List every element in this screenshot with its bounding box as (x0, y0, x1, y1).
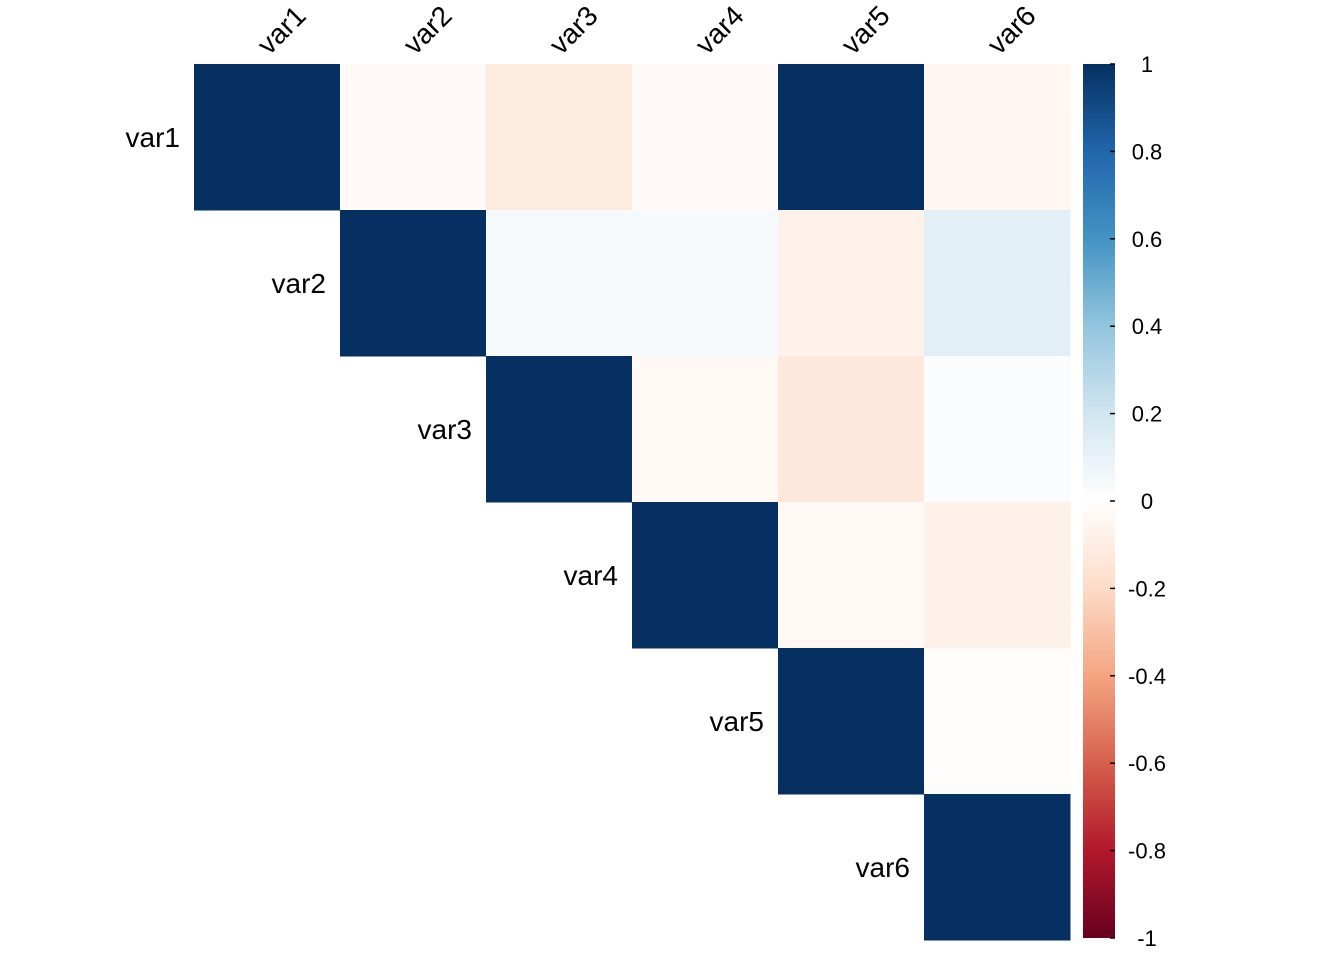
column-label-var4: var4 (689, 0, 749, 60)
heatmap-cell-var2-var6 (924, 210, 1071, 357)
heatmap-cell-var2-var3 (486, 210, 633, 357)
colorbar-tick-label: 1 (1141, 52, 1153, 77)
colorbar-tick-label: -0.6 (1128, 751, 1166, 776)
heatmap-cell-var1-var4 (632, 64, 779, 211)
heatmap-cell-var2-var5 (778, 210, 925, 357)
heatmap-cell-var3-var5 (778, 356, 925, 503)
row-label-var1: var1 (126, 122, 180, 153)
heatmap-cell-var1-var2 (340, 64, 487, 211)
heatmap-cells (194, 64, 1071, 941)
colorbar-tick-label: -1 (1137, 926, 1157, 951)
heatmap-cell-var1-var5 (778, 64, 925, 211)
heatmap-cell-var3-var6 (924, 356, 1071, 503)
heatmap-cell-var5-var6 (924, 648, 1071, 795)
row-label-var2: var2 (272, 268, 326, 299)
colorbar-tick-label: 0.4 (1132, 314, 1163, 339)
heatmap-cell-var3-var4 (632, 356, 779, 503)
heatmap-cell-var1-var1 (194, 64, 341, 211)
heatmap-cell-var6-var6 (924, 794, 1071, 941)
column-labels: var1 var2 var3 var4 var5 var6 (251, 0, 1041, 60)
colorbar-tick-label: -0.2 (1128, 576, 1166, 601)
colorbar-tick-label: 0.2 (1132, 402, 1163, 427)
column-label-var5: var5 (835, 0, 895, 60)
colorbar-tick-label: -0.8 (1128, 839, 1166, 864)
heatmap-cell-var4-var5 (778, 502, 925, 649)
colorbar-legend: 1 0.8 0.6 0.4 0.2 0 -0.2 -0.4 -0.6 -0.8 -1 (1083, 52, 1166, 951)
colorbar-gradient (1083, 64, 1115, 938)
colorbar-tick-label: 0 (1141, 489, 1153, 514)
column-label-var1: var1 (251, 0, 311, 60)
colorbar-ticks: 1 0.8 0.6 0.4 0.2 0 -0.2 -0.4 -0.6 -0.8 -1 (1110, 52, 1166, 951)
heatmap-cell-var5-var5 (778, 648, 925, 795)
row-label-var6: var6 (856, 852, 910, 883)
colorbar-tick-label: 0.6 (1132, 227, 1163, 252)
heatmap-cell-var2-var4 (632, 210, 779, 357)
column-label-var3: var3 (543, 0, 603, 60)
heatmap-cell-var2-var2 (340, 210, 487, 357)
column-label-var6: var6 (981, 0, 1041, 60)
heatmap-cell-var4-var6 (924, 502, 1071, 649)
heatmap-cell-var3-var3 (486, 356, 633, 503)
row-label-var3: var3 (418, 414, 472, 445)
colorbar-tick-label: 0.8 (1132, 139, 1163, 164)
row-labels: var1 var2 var3 var4 var5 var6 (126, 122, 910, 883)
heatmap-cell-var1-var3 (486, 64, 633, 211)
row-label-var4: var4 (564, 560, 618, 591)
heatmap-cell-var1-var6 (924, 64, 1071, 211)
row-label-var5: var5 (710, 706, 764, 737)
colorbar-tick-label: -0.4 (1128, 664, 1166, 689)
heatmap-cell-var4-var4 (632, 502, 779, 649)
column-label-var2: var2 (397, 0, 457, 60)
